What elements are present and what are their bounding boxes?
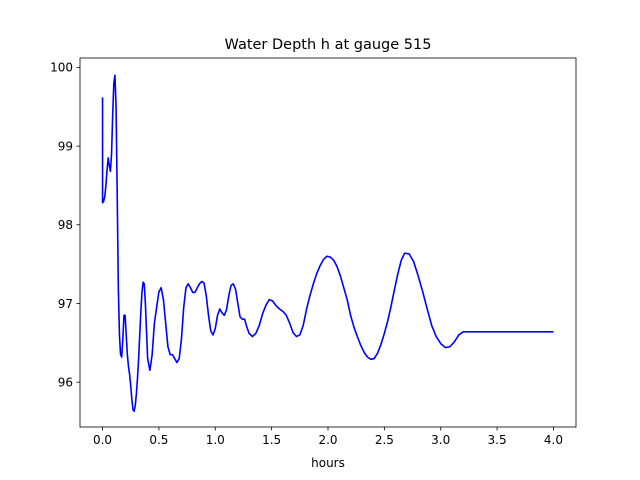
x-axis: 0.0 0.5 1.0 1.5 2.0 2.5 3.0 3.5 4.0	[93, 427, 563, 447]
series-layer	[101, 74, 554, 413]
x-tick-label: 0.0	[93, 433, 112, 447]
series-line-0	[101, 74, 554, 413]
x-tick-label: 2.5	[375, 433, 394, 447]
x-tick-label: 0.5	[149, 433, 168, 447]
x-tick-label: 1.0	[206, 433, 225, 447]
plot-area	[80, 58, 576, 427]
y-axis: 96 97 98 99 100	[50, 61, 80, 389]
y-tick-label: 99	[58, 139, 73, 153]
x-tick-label: 4.0	[544, 433, 563, 447]
x-tick-label: 3.5	[488, 433, 507, 447]
x-axis-label: hours	[311, 456, 345, 470]
y-tick-label: 100	[50, 61, 73, 75]
y-tick-label: 97	[58, 297, 73, 311]
chart-title: Water Depth h at gauge 515	[225, 37, 432, 53]
y-tick-label: 98	[58, 218, 73, 232]
x-tick-label: 2.0	[318, 433, 337, 447]
y-tick-label: 96	[58, 375, 73, 389]
x-tick-label: 3.0	[431, 433, 450, 447]
x-tick-label: 1.5	[262, 433, 281, 447]
